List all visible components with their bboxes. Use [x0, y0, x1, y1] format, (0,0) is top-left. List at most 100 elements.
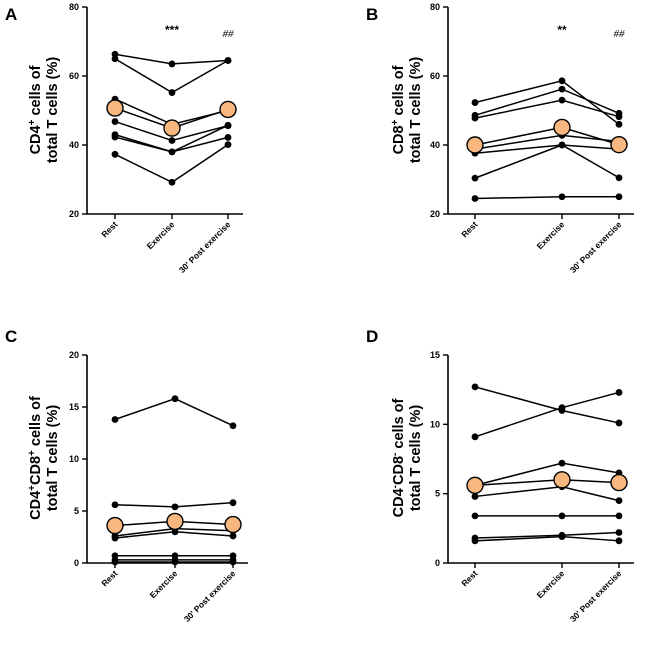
- mean-point: [466, 476, 484, 495]
- data-point: [471, 195, 479, 202]
- data-point: [171, 528, 179, 536]
- data-point: [558, 141, 566, 149]
- y-tick-label: 10: [430, 419, 440, 429]
- data-point: [168, 89, 176, 96]
- y-axis-label-line1: CD4+ cells of: [27, 65, 45, 154]
- y-axis-label-rest: cells of: [391, 398, 407, 452]
- y-tick-label: 0: [435, 558, 440, 568]
- mean-point: [553, 118, 571, 137]
- panel-letter: A: [5, 5, 17, 24]
- series-line-7: [474, 196, 619, 200]
- series-line-1: [474, 386, 620, 424]
- x-category-label: Exercise: [535, 568, 567, 600]
- y-axis-label-sup: -: [390, 485, 401, 488]
- data-point: [111, 416, 119, 423]
- data-point: [558, 533, 566, 541]
- y-axis-label-line2: total T cells (%): [45, 57, 61, 164]
- y-axis-label-sup2: -: [390, 453, 401, 456]
- data-point: [224, 121, 232, 129]
- y-axis-label: CD4+ cells oftotal T cells (%): [27, 57, 62, 164]
- data-point: [615, 512, 623, 520]
- panel-a: A CD4+ cells oftotal T cells (%) 20 40 60 80 R…: [5, 2, 243, 275]
- data-point: [558, 512, 566, 520]
- series-line-1: [114, 397, 234, 427]
- y-tick-label: 20: [69, 209, 79, 219]
- x-category-label: Exercise: [535, 219, 567, 251]
- y-tick-label: 0: [74, 558, 79, 568]
- data-point: [471, 512, 479, 520]
- significance-annotation: **: [557, 23, 567, 37]
- y-axis-label-rest: cells of: [391, 65, 407, 119]
- data-point: [229, 532, 237, 540]
- y-tick-label: 60: [69, 71, 79, 81]
- y-axis-label: CD8+ cells oftotal T cells (%): [390, 57, 425, 164]
- data-point: [171, 558, 179, 566]
- y-axis-label-sup: +: [27, 485, 38, 491]
- y-tick-label: 80: [430, 2, 440, 12]
- x-category-label: 30' Post exercise: [177, 219, 233, 275]
- significance-annotation: ##: [223, 28, 235, 40]
- data-point: [615, 174, 623, 182]
- mean-point: [610, 135, 628, 154]
- y-axis-label-line2: total T cells (%): [408, 405, 424, 512]
- y-tick-label: 15: [69, 402, 79, 412]
- data-point: [471, 493, 479, 500]
- data-point: [171, 503, 179, 511]
- y-axis-label-line2: total T cells (%): [408, 57, 424, 164]
- y-tick-label: 5: [435, 489, 440, 499]
- data-point: [558, 193, 566, 201]
- y-axis-label: CD4-CD8- cells oftotal T cells (%): [390, 398, 425, 517]
- data-point: [471, 114, 479, 122]
- data-point: [615, 120, 623, 128]
- mean-point: [466, 136, 484, 154]
- y-axis-label-sup2: +: [27, 450, 38, 456]
- series-line-4: [474, 485, 620, 502]
- data-point: [229, 558, 237, 566]
- panel-c: C CD4+CD8+ cells oftotal T cells (%) 0 5 10 1…: [5, 327, 248, 624]
- data-point: [171, 395, 179, 403]
- data-point: [471, 383, 479, 391]
- panel-letter: D: [366, 327, 378, 346]
- data-point: [471, 99, 479, 106]
- y-axis-label-rest: cells of: [28, 396, 44, 450]
- data-point: [615, 389, 623, 396]
- data-point: [111, 150, 119, 158]
- data-point: [229, 422, 237, 430]
- data-point: [168, 178, 176, 186]
- data-point: [558, 85, 566, 93]
- series-line-2: [474, 391, 620, 438]
- data-point: [615, 529, 623, 536]
- x-category-label: Rest: [99, 219, 119, 239]
- y-tick-label: 10: [69, 454, 79, 464]
- panel-letter: C: [5, 327, 17, 346]
- series-line-6: [474, 144, 620, 179]
- mean-point: [224, 515, 242, 534]
- data-point: [111, 501, 119, 509]
- data-point: [111, 558, 119, 566]
- data-point: [168, 60, 176, 68]
- y-axis-label-mid: CD8: [28, 456, 44, 485]
- mean-line: [474, 479, 620, 487]
- x-category-label: 30' Post exercise: [568, 219, 624, 275]
- panel-b: B CD8+ cells oftotal T cells (%) 20 40 60 80 R…: [366, 2, 634, 275]
- data-point: [224, 141, 232, 149]
- series-line-2: [474, 88, 620, 117]
- y-tick-label: 20: [69, 350, 79, 360]
- y-tick-label: 40: [69, 140, 79, 150]
- data-point: [558, 77, 566, 85]
- data-point: [615, 537, 623, 545]
- y-axis-label-line1: CD8+ cells of: [390, 65, 408, 154]
- x-category-label: Rest: [459, 219, 479, 239]
- y-axis-label-mid: CD8: [391, 456, 407, 485]
- data-point: [558, 404, 566, 412]
- y-tick-label: 15: [430, 350, 440, 360]
- y-axis-label-rest: cells of: [28, 65, 44, 119]
- data-point: [111, 118, 119, 125]
- data-point: [168, 137, 176, 144]
- mean-point: [553, 471, 571, 489]
- data-point: [224, 134, 232, 141]
- data-point: [558, 96, 566, 104]
- data-point: [168, 148, 176, 156]
- data-point: [224, 57, 232, 64]
